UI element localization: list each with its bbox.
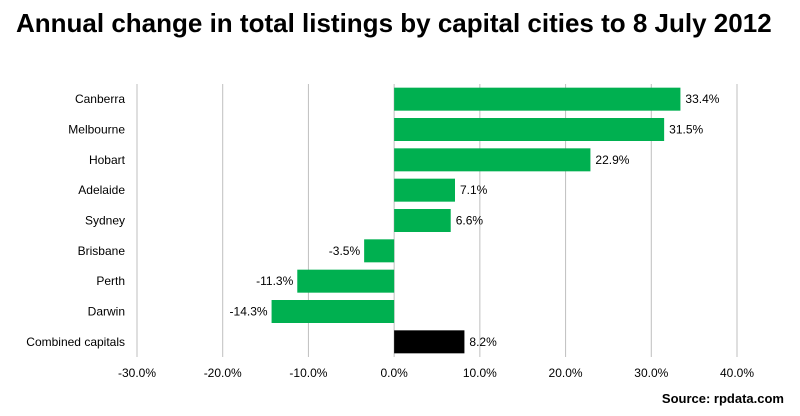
x-tick-label: 10.0% xyxy=(463,366,497,380)
value-label: 31.5% xyxy=(669,123,703,137)
bars xyxy=(271,87,681,354)
x-tick-label: -20.0% xyxy=(204,366,242,380)
bar xyxy=(271,300,395,323)
category-label: Canberra xyxy=(75,92,125,106)
category-label: Brisbane xyxy=(78,244,126,258)
category-label: Melbourne xyxy=(68,123,125,137)
x-tick-label: -10.0% xyxy=(289,366,327,380)
bar xyxy=(394,148,591,172)
category-label: Perth xyxy=(96,274,125,288)
bar xyxy=(394,118,665,141)
chart-title: Annual change in total listings by capit… xyxy=(16,8,772,38)
x-tick-label: 0.0% xyxy=(380,366,408,380)
x-tick-label: 40.0% xyxy=(720,366,754,380)
category-label: Hobart xyxy=(89,153,126,167)
value-labels: 33.4% 31.5% 22.9% 7.1% 6.6% -3.5% -11.3% -14.3%… xyxy=(230,92,720,349)
category-label: Sydney xyxy=(85,214,125,228)
category-label: Darwin xyxy=(88,305,125,319)
category-label: Adelaide xyxy=(78,183,125,197)
value-label: -14.3% xyxy=(230,305,268,319)
bar xyxy=(394,209,451,232)
x-axis-tick-labels: -30.0% -20.0% -10.0% 0.0% 10.0% 20.0% 30.0% 40.… xyxy=(118,366,754,380)
value-label: -3.5% xyxy=(329,244,361,258)
value-label: 6.6% xyxy=(456,214,484,228)
value-label: 22.9% xyxy=(595,153,629,167)
category-label: Combined capitals xyxy=(26,335,125,349)
bar xyxy=(297,269,395,293)
value-label: 7.1% xyxy=(460,183,488,197)
bar xyxy=(394,178,455,202)
x-tick-label: -30.0% xyxy=(118,366,156,380)
category-labels: Canberra Melbourne Hobart Adelaide Sydney Bri… xyxy=(26,92,125,349)
value-label: 33.4% xyxy=(685,92,719,106)
bar xyxy=(364,239,395,263)
value-label: -11.3% xyxy=(256,274,293,288)
bar xyxy=(394,87,681,111)
value-label: 8.2% xyxy=(469,335,497,349)
x-tick-label: 30.0% xyxy=(634,366,668,380)
x-tick-label: 20.0% xyxy=(549,366,583,380)
source-note: Source: rpdata.com xyxy=(661,391,784,406)
bar xyxy=(394,330,465,354)
